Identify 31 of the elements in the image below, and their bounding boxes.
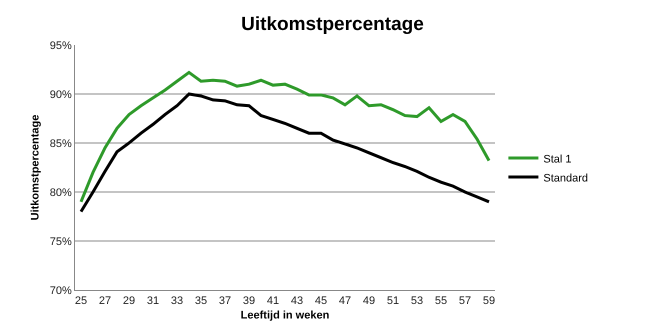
x-tick-label: 49 [362,295,376,308]
x-tick-label: 41 [266,295,280,308]
y-tick-label: 90% [50,88,72,101]
x-tick-label: 29 [122,295,136,308]
x-tick-label: 35 [194,295,208,308]
x-tick-label: 39 [242,295,256,308]
y-tick-label: 85% [50,138,72,150]
y-tick-label: 95% [50,40,72,52]
x-tick-label: 47 [338,295,352,308]
line-series [80,92,490,214]
x-tick-label: 25 [74,295,88,308]
y-tick-label: 70% [50,284,72,297]
x-tick-label: 43 [290,295,304,308]
legend-label: Stal 1 [543,153,572,166]
x-axis-title: Leeftijd in weken [240,309,330,322]
y-tick-label: 75% [50,236,72,248]
x-tick-label: 51 [386,295,400,308]
x-tick-label: 37 [218,295,232,308]
x-tick-label: 53 [410,295,424,308]
x-tick-label: 57 [458,295,472,308]
chart-title: Uitkomstpercentage [241,14,424,36]
line-series [80,70,490,204]
y-tick-label: 80% [50,186,72,199]
x-tick-label: 31 [146,295,160,308]
x-tick-label: 59 [482,295,496,308]
x-tick-label: 33 [170,295,184,308]
x-tick-label: 27 [98,295,112,308]
x-tick-label: 45 [314,295,328,308]
y-axis-title: Uitkomstpercentage [29,114,42,220]
legend-label: Standard [543,172,588,184]
x-tick-label: 55 [434,295,448,308]
